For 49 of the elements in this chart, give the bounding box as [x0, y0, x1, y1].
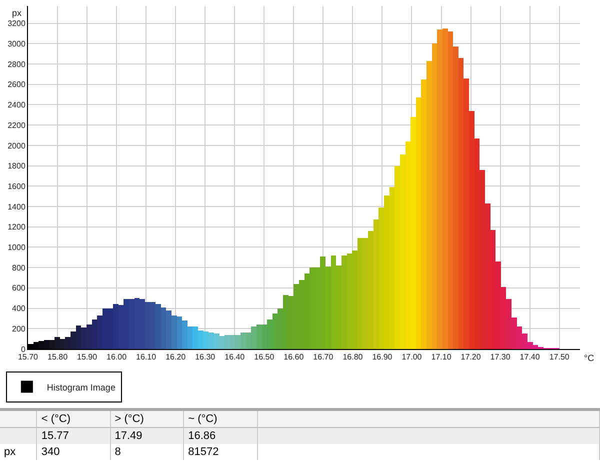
text: > (°C)	[110, 410, 184, 428]
x-tick-label: 17.30	[490, 352, 511, 362]
text: 340	[36, 444, 110, 460]
x-tick-label: 16.20	[166, 352, 186, 362]
text: ~ (°C)	[184, 410, 258, 428]
legend-label: Histogram Image	[46, 382, 116, 392]
x-tick-label: 16.90	[372, 352, 393, 362]
y-tick-label: 200	[12, 324, 26, 334]
y-tick-label: 1800	[8, 162, 26, 171]
text: 17.49	[110, 428, 184, 444]
text: 8	[110, 444, 184, 460]
text: < (°C)	[36, 410, 110, 428]
x-tick-label: 15.80	[48, 352, 68, 362]
x-tick-label: 16.60	[284, 352, 304, 362]
x-tick-label: 17.00	[402, 352, 422, 362]
y-tick-label: 1600	[8, 182, 26, 191]
x-tick-label: 15.70	[18, 352, 39, 362]
y-tick-label: 3000	[8, 39, 26, 48]
y-tick-label: 2400	[8, 100, 26, 110]
x-tick-label: 17.10	[431, 352, 452, 362]
text: 81572	[184, 444, 258, 460]
text: 15.77	[36, 428, 110, 444]
y-tick-label: 2000	[8, 141, 26, 150]
y-tick-label: 800	[12, 263, 26, 272]
x-tick-label: 16.80	[342, 352, 364, 362]
x-tick-label: 17.40	[520, 352, 540, 362]
x-tick-label: 16.40	[224, 352, 246, 362]
y-tick-label: 3200	[8, 19, 26, 28]
y-tick-label: 0	[20, 344, 26, 354]
text: px	[0, 444, 37, 460]
y-tick-label: 600	[12, 284, 26, 293]
x-tick-label: 15.90	[77, 352, 98, 362]
y-tick-label: 2600	[8, 80, 26, 90]
text: 16.86	[184, 428, 258, 444]
y-tick-label: 400	[12, 304, 26, 314]
x-tick-label: 16.70	[313, 352, 334, 362]
y-tick-label: 2200	[8, 120, 26, 130]
y-tick-label: 1000	[8, 243, 26, 252]
x-tick-label: 17.50	[549, 352, 570, 362]
x-tick-label: 17.20	[460, 352, 482, 362]
x-tick-label: 16.30	[195, 352, 216, 362]
x-tick-label: 16.00	[106, 352, 128, 362]
x-axis-title: °C	[584, 353, 595, 363]
y-tick-label: 2800	[8, 60, 26, 69]
y-tick-label: 1200	[8, 222, 26, 232]
x-tick-label: 16.10	[136, 352, 157, 362]
y-axis-title: px	[12, 8, 22, 18]
y-tick-label: 1400	[8, 202, 26, 212]
x-tick-label: 16.50	[254, 352, 275, 362]
